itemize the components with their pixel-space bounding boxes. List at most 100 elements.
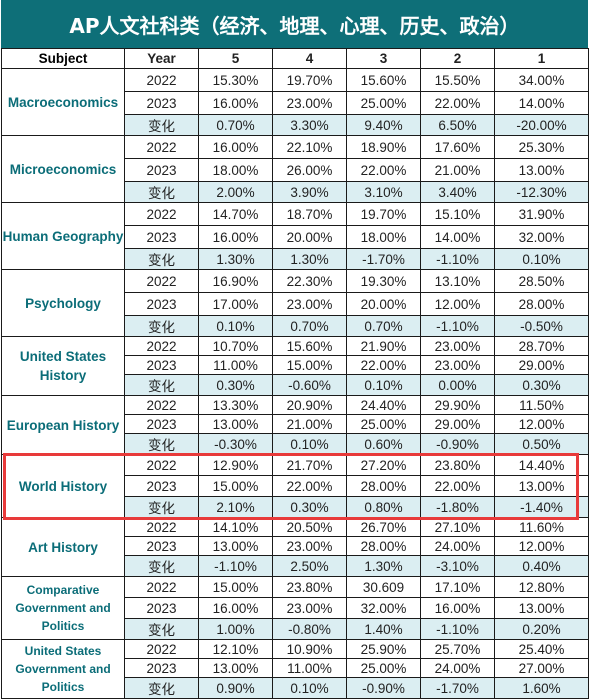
table-row: United States History 2022 10.70% 15.60% 21.… bbox=[1, 336, 589, 396]
percent-cell-score-5: 2.10% bbox=[198, 496, 273, 518]
percent-cell-score-5: 12.10% bbox=[198, 639, 273, 659]
percent-cell-score-1: 12.80% bbox=[494, 576, 589, 598]
year-cell: 2022 bbox=[124, 135, 199, 159]
percent-cell-score-1: 0.30% bbox=[494, 374, 589, 396]
percent-cell-score-3: 19.30% bbox=[346, 269, 421, 293]
percent-cell-score-4: 20.90% bbox=[272, 395, 347, 415]
percent-cell-score-4: 23.00% bbox=[272, 91, 347, 115]
percent-cell-score-5: 13.30% bbox=[198, 395, 273, 415]
table-row: 变化 0.30% -0.60% 0.10% 0.00% 0.30% bbox=[2, 374, 589, 396]
percent-cell-score-3: 0.80% bbox=[346, 496, 421, 518]
percent-cell-score-1: 12.00% bbox=[494, 536, 589, 556]
table-row: 2023 13.00% 11.00% 25.00% 24.00% 27.00% bbox=[2, 658, 589, 678]
percent-cell-score-2: 22.00% bbox=[420, 475, 495, 497]
year-cell: 2022 bbox=[124, 269, 199, 293]
percent-cell-score-5: 2.00% bbox=[198, 181, 273, 203]
percent-cell-score-1: 28.00% bbox=[494, 292, 589, 316]
percent-cell-score-1: -20.00% bbox=[494, 114, 589, 136]
change-label: 变化 bbox=[124, 555, 199, 577]
subject-name: United States History bbox=[1, 336, 125, 396]
table-row: 变化 1.30% 1.30% -1.70% -1.10% 0.10% bbox=[2, 248, 589, 270]
percent-cell-score-5: 17.00% bbox=[198, 292, 273, 316]
percent-cell-score-2: 14.00% bbox=[420, 225, 495, 249]
change-label: 变化 bbox=[124, 248, 199, 270]
percent-cell-score-2: -1.10% bbox=[420, 315, 495, 337]
table-row: Microeconomics 2022 16.00% 22.10% 18.90% 17.6… bbox=[1, 135, 589, 203]
subject-name: Microeconomics bbox=[1, 135, 125, 203]
percent-cell-score-2: 29.90% bbox=[420, 395, 495, 415]
table-row: 2023 11.00% 15.00% 22.00% 23.00% 29.00% bbox=[2, 355, 589, 375]
percent-cell-score-5: 13.00% bbox=[198, 658, 273, 678]
table-row: 变化 1.00% -0.80% 1.40% -1.10% 0.20% bbox=[2, 618, 589, 640]
table-row: 2023 16.00% 23.00% 25.00% 22.00% 14.00% bbox=[2, 91, 589, 115]
year-cell: 2023 bbox=[124, 355, 199, 375]
percent-cell-score-4: 22.10% bbox=[272, 135, 347, 159]
percent-cell-score-5: -1.10% bbox=[198, 555, 273, 577]
percent-cell-score-5: 0.90% bbox=[198, 677, 273, 699]
percent-cell-score-4: -0.80% bbox=[272, 618, 347, 640]
percent-cell-score-3: 25.90% bbox=[346, 639, 421, 659]
year-cell: 2023 bbox=[124, 225, 199, 249]
year-cell: 2022 bbox=[124, 639, 199, 659]
change-label: 变化 bbox=[124, 181, 199, 203]
percent-cell-score-5: 1.30% bbox=[198, 248, 273, 270]
percent-cell-score-1: 0.10% bbox=[494, 248, 589, 270]
year-cell: 2023 bbox=[124, 292, 199, 316]
change-label: 变化 bbox=[124, 433, 199, 455]
percent-cell-score-3: 22.00% bbox=[346, 355, 421, 375]
percent-cell-score-1: 12.00% bbox=[494, 414, 589, 434]
percent-cell-score-2: 3.40% bbox=[420, 181, 495, 203]
percent-cell-score-2: 25.70% bbox=[420, 639, 495, 659]
table-row: 变化 0.10% 0.70% 0.70% -1.10% -0.50% bbox=[2, 315, 589, 337]
percent-cell-score-2: -1.10% bbox=[420, 248, 495, 270]
percent-cell-score-3: -1.70% bbox=[346, 248, 421, 270]
year-cell: 2022 bbox=[124, 517, 199, 537]
percent-cell-score-1: -0.50% bbox=[494, 315, 589, 337]
percent-cell-score-2: 15.50% bbox=[420, 68, 495, 92]
header-score-1: 1 bbox=[494, 48, 589, 69]
percent-cell-score-4: 0.30% bbox=[272, 496, 347, 518]
percent-cell-score-2: 17.60% bbox=[420, 135, 495, 159]
percent-cell-score-1: 29.00% bbox=[494, 355, 589, 375]
percent-cell-score-2: 24.00% bbox=[420, 658, 495, 678]
percent-cell-score-1: 13.00% bbox=[494, 158, 589, 182]
percent-cell-score-1: -1.40% bbox=[494, 496, 589, 518]
percent-cell-score-3: 32.00% bbox=[346, 597, 421, 619]
header-score-2: 2 bbox=[420, 48, 495, 69]
subject-name: World History bbox=[1, 454, 125, 518]
percent-cell-score-2: 22.00% bbox=[420, 91, 495, 115]
percent-cell-score-2: 29.00% bbox=[420, 414, 495, 434]
percent-cell-score-4: 1.30% bbox=[272, 248, 347, 270]
header-score-5: 5 bbox=[198, 48, 273, 69]
percent-cell-score-3: 30.609 bbox=[346, 576, 421, 598]
percent-cell-score-4: 23.00% bbox=[272, 292, 347, 316]
percent-cell-score-5: -0.30% bbox=[198, 433, 273, 455]
percent-cell-score-2: 23.00% bbox=[420, 355, 495, 375]
table-row: 2023 13.00% 21.00% 25.00% 29.00% 12.00% bbox=[2, 414, 589, 434]
percent-cell-score-1: 25.40% bbox=[494, 639, 589, 659]
subject-name: United States Government and Politics bbox=[1, 639, 125, 699]
percent-cell-score-3: 21.90% bbox=[346, 336, 421, 356]
change-label: 变化 bbox=[124, 374, 199, 396]
percent-cell-score-2: 24.00% bbox=[420, 536, 495, 556]
percent-cell-score-1: 14.00% bbox=[494, 91, 589, 115]
percent-cell-score-5: 16.00% bbox=[198, 135, 273, 159]
percent-cell-score-3: 25.00% bbox=[346, 414, 421, 434]
percent-cell-score-5: 15.00% bbox=[198, 475, 273, 497]
percent-cell-score-3: 18.90% bbox=[346, 135, 421, 159]
percent-cell-score-4: 21.70% bbox=[272, 454, 347, 476]
percent-cell-score-5: 0.10% bbox=[198, 315, 273, 337]
percent-cell-score-3: 28.00% bbox=[346, 536, 421, 556]
table-row: 2023 18.00% 26.00% 22.00% 21.00% 13.00% bbox=[2, 158, 589, 182]
percent-cell-score-3: 0.70% bbox=[346, 315, 421, 337]
percent-cell-score-4: 22.30% bbox=[272, 269, 347, 293]
percent-cell-score-1: -12.30% bbox=[494, 181, 589, 203]
table-row: World History 2022 12.90% 21.70% 27.20% 23.80… bbox=[1, 454, 589, 518]
percent-cell-score-2: -1.80% bbox=[420, 496, 495, 518]
percent-cell-score-1: 1.60% bbox=[494, 677, 589, 699]
percent-cell-score-5: 15.00% bbox=[198, 576, 273, 598]
year-cell: 2022 bbox=[124, 336, 199, 356]
percent-cell-score-2: 23.00% bbox=[420, 336, 495, 356]
header-score-3: 3 bbox=[346, 48, 421, 69]
percent-cell-score-4: 20.50% bbox=[272, 517, 347, 537]
